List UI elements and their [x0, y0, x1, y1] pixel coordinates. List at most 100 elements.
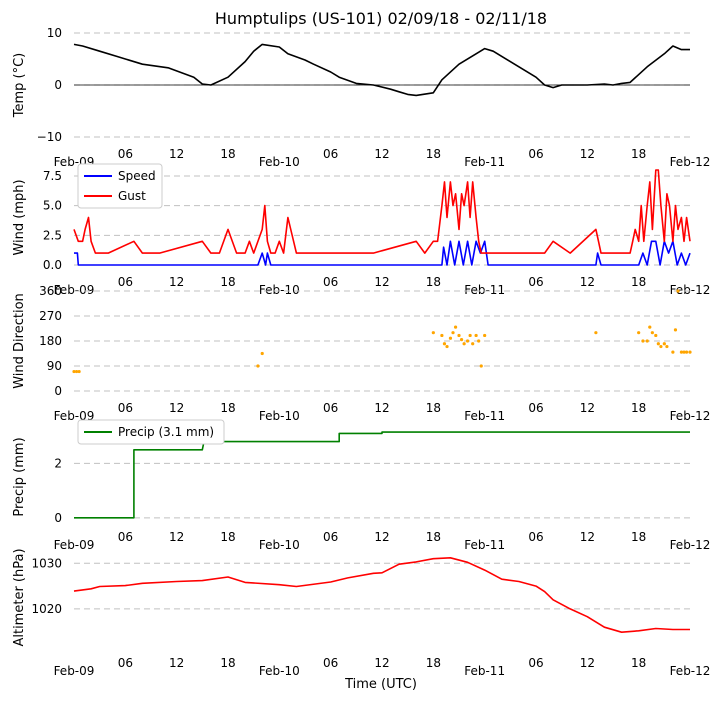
altimeter-xtick-label: 06	[528, 656, 543, 670]
precip-xtick-label: Feb-09	[54, 538, 95, 552]
direction-xtick-label: Feb-10	[259, 409, 300, 423]
altimeter-xtick-label: 18	[220, 656, 235, 670]
wind-xtick-label: 12	[169, 275, 184, 289]
direction-point	[471, 342, 475, 346]
precip-xtick-label: 12	[580, 530, 595, 544]
direction-point	[468, 333, 472, 338]
direction-xtick-label: 18	[426, 401, 441, 415]
direction-point	[637, 331, 641, 335]
altimeter-xtick-label: 12	[374, 656, 389, 670]
precip-xtick-label: 18	[220, 530, 235, 544]
direction-panel: 360 270 180 90 0 Wind Direction Feb-09 06 12 18 Fe…	[12, 284, 710, 423]
precip-xtick-label: Feb-12	[670, 538, 711, 552]
direction-point	[77, 369, 81, 374]
wind-legend-label: Speed	[118, 169, 156, 183]
direction-ytick-label: 360	[39, 284, 62, 298]
temp-xtick-label: 18	[426, 147, 441, 161]
x-axis-label: Time (UTC)	[344, 677, 417, 692]
altimeter-series-altimeter	[73, 557, 690, 633]
direction-point	[656, 342, 660, 346]
direction-point	[431, 331, 435, 335]
direction-point	[684, 350, 689, 354]
altimeter-xtick-label: Feb-09	[54, 664, 95, 678]
precip-xtick-label: 18	[426, 530, 441, 544]
precip-series-precip-3-1-mm	[74, 431, 690, 519]
direction-point	[445, 344, 449, 349]
direction-ytick-label: 270	[39, 309, 62, 323]
direction-point	[260, 351, 264, 356]
precip-legend-label: Precip (3.1 mm)	[118, 425, 214, 439]
precip-xtick-label: 12	[169, 530, 184, 544]
temp-ylabel: Temp (°C)	[12, 53, 27, 119]
temp-xtick-label: 12	[374, 147, 389, 161]
altimeter-ytick-label: 1030	[31, 556, 62, 570]
direction-point	[483, 333, 487, 338]
altimeter-ylabel: Altimeter (hPa)	[12, 548, 27, 646]
wind-series-gust	[73, 169, 691, 254]
precip-legend: Precip (3.1 mm)	[77, 419, 225, 445]
temp-xtick-label: 18	[631, 147, 646, 161]
temp-ytick-label: −10	[37, 130, 62, 144]
direction-point	[594, 331, 598, 335]
precip-xtick-label: Feb-11	[464, 538, 505, 552]
wind-ytick-label: 0.0	[43, 258, 62, 272]
wind-xtick-label: Feb-11	[464, 283, 505, 297]
direction-point	[659, 344, 663, 349]
direction-xtick-label: 06	[323, 401, 338, 415]
altimeter-xtick-label: 12	[580, 656, 595, 670]
direction-xtick-label: 18	[220, 401, 235, 415]
direction-xtick-label: Feb-11	[464, 409, 505, 423]
wind-xtick-label: 18	[220, 275, 235, 289]
direction-point	[451, 331, 455, 335]
direction-point	[479, 364, 483, 368]
direction-point	[442, 342, 447, 346]
temp-ytick-label: 0	[54, 78, 62, 92]
direction-point	[662, 342, 666, 346]
wind-ytick-label: 5.0	[43, 199, 62, 213]
precip-xtick-label: 18	[631, 530, 646, 544]
precip-xtick-label: 12	[374, 530, 389, 544]
direction-point	[665, 344, 669, 349]
wind-xtick-label: 06	[323, 275, 338, 289]
direction-point	[453, 325, 458, 329]
direction-point	[645, 339, 649, 343]
wind-xtick-label: 06	[528, 275, 543, 289]
temp-xtick-label: 12	[580, 147, 595, 161]
wind-ylabel: Wind (mph)	[12, 179, 27, 255]
direction-xtick-label: 12	[169, 401, 184, 415]
direction-xtick-label: 06	[118, 401, 133, 415]
wind-legend-label: Gust	[118, 189, 146, 203]
temp-xtick-label: 12	[169, 147, 184, 161]
direction-xtick-label: 06	[528, 401, 543, 415]
temp-ytick-label: 10	[47, 26, 62, 40]
temp-series-temp	[73, 43, 690, 97]
precip-ylabel: Precip (mm)	[12, 437, 27, 516]
direction-point	[474, 333, 478, 338]
temp-xtick-label: Feb-11	[464, 155, 505, 169]
direction-point	[462, 342, 466, 346]
direction-point	[676, 289, 680, 293]
wind-xtick-label: Feb-12	[670, 283, 711, 297]
direction-point	[650, 331, 654, 335]
precip-ytick-label: 0	[54, 511, 62, 525]
wind-xtick-label: Feb-10	[259, 283, 300, 297]
wind-xtick-label: 12	[580, 275, 595, 289]
direction-point	[654, 333, 658, 338]
direction-ytick-label: 180	[39, 334, 62, 348]
chart-title: Humptulips (US-101) 02/09/18 - 02/11/18	[215, 9, 547, 28]
wind-xtick-label: 06	[118, 275, 133, 289]
temp-xtick-label: 06	[323, 147, 338, 161]
altimeter-panel: 1030 1020 Altimeter (hPa) Feb-09 06 12 18 Feb-1…	[12, 548, 710, 678]
direction-xtick-label: 12	[580, 401, 595, 415]
wind-series-speed	[74, 240, 691, 266]
temp-xtick-label: 06	[118, 147, 133, 161]
temp-xtick-label: 06	[528, 147, 543, 161]
direction-point	[465, 339, 470, 343]
direction-point	[457, 333, 461, 338]
precip-xtick-label: 06	[528, 530, 543, 544]
precip-panel: 2 0 Precip (mm) Feb-09 06 12 18 Feb-10 06 12 18 Feb…	[12, 419, 711, 552]
direction-xtick-label: 12	[374, 401, 389, 415]
direction-point	[74, 369, 79, 374]
